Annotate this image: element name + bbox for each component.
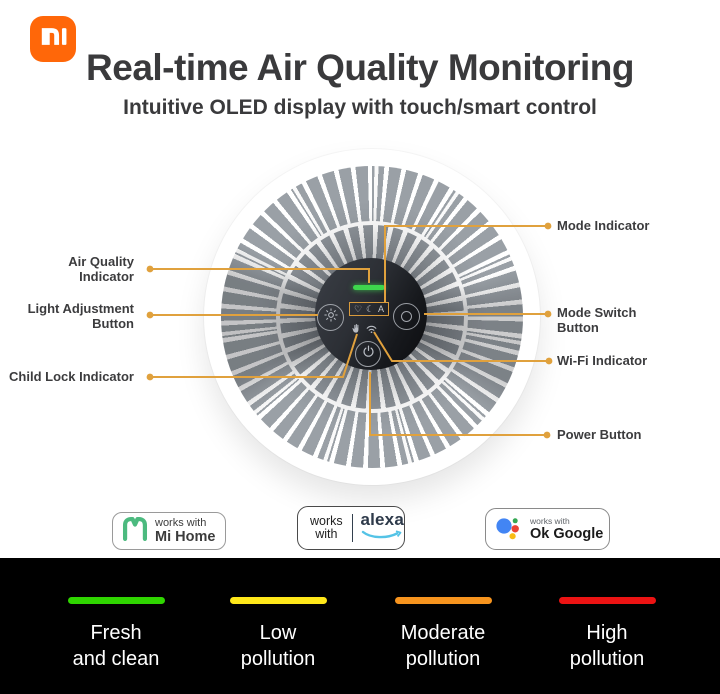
power-button[interactable] <box>355 341 381 367</box>
mi-home-logo-icon <box>121 515 149 548</box>
air-quality-indicator-label: Air Quality Indicator <box>68 254 134 284</box>
auto-mode-icon: A <box>378 303 385 314</box>
low-color-bar <box>229 597 327 604</box>
mi-home-name-text: Mi Home <box>155 529 216 545</box>
scale-item-fresh: Fresh and clean <box>41 558 191 694</box>
low-label: Low pollution <box>240 622 316 670</box>
works-with-ok-google-badge: works with Ok Google <box>485 508 610 550</box>
works-with-mi-home-badge: works with Mi Home <box>112 512 226 550</box>
power-button-label: Power Button <box>557 427 642 442</box>
power-icon <box>362 345 375 363</box>
ok-google-text: Ok Google <box>530 526 604 542</box>
oled-display: ♡ ☾ A <box>315 258 427 370</box>
moderate-label: Moderate pollution <box>400 622 486 670</box>
scale-item-low: Low pollution <box>203 558 353 694</box>
light-adjustment-button-label: Light Adjustment Button <box>27 301 134 331</box>
google-works-with-text: works with <box>530 516 570 526</box>
xiaomi-mi-logo <box>30 16 76 62</box>
wifi-icon <box>366 321 377 339</box>
child-lock-indicator-label: Child Lock Indicator <box>9 369 134 384</box>
light-adjustment-button[interactable] <box>317 304 344 331</box>
alexa-badge-divider <box>351 514 353 542</box>
page-subtitle: Intuitive OLED display with touch/smart … <box>123 96 597 119</box>
fresh-label: Fresh and clean <box>72 622 160 670</box>
mode-indicator-group: ♡ ☾ A <box>349 302 389 316</box>
child-lock-icon <box>351 321 361 339</box>
mode-indicator-label: Mode Indicator <box>557 218 650 233</box>
alexa-smile-icon <box>361 527 403 545</box>
sleep-mode-icon: ☾ <box>365 303 375 314</box>
brightness-sun-icon <box>323 308 338 327</box>
high-color-bar <box>558 597 656 604</box>
alexa-works-with-text: works with <box>310 513 343 541</box>
mi-logo-icon <box>39 25 67 53</box>
google-assistant-icon <box>495 513 523 546</box>
high-label: High pollution <box>569 622 645 670</box>
moderate-color-bar <box>394 597 492 604</box>
alexa-wordmark: alexa <box>360 509 404 529</box>
page-title: Real-time Air Quality Monitoring <box>86 47 634 88</box>
fresh-color-bar <box>67 597 165 604</box>
works-with-alexa-badge: works with alexa <box>297 506 405 550</box>
mode-switch-button[interactable] <box>393 303 420 330</box>
mode-switch-button-label: Mode Switch Button <box>557 305 637 335</box>
wifi-indicator-label: Wi-Fi Indicator <box>557 353 648 368</box>
scale-item-high: High pollution <box>532 558 682 694</box>
mode-switch-ring-icon <box>401 311 412 322</box>
pollution-scale-strip: Fresh and clean Low pollution Moderate p… <box>0 558 720 694</box>
scale-item-moderate: Moderate pollution <box>368 558 518 694</box>
mi-home-works-with-text: works with <box>155 517 207 529</box>
air-quality-indicator-bar <box>353 285 385 290</box>
favorite-mode-icon: ♡ <box>353 303 363 314</box>
